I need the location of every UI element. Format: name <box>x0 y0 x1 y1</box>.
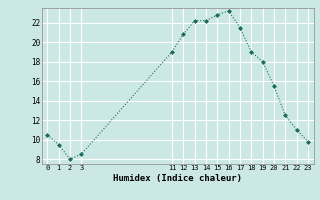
X-axis label: Humidex (Indice chaleur): Humidex (Indice chaleur) <box>113 174 242 183</box>
